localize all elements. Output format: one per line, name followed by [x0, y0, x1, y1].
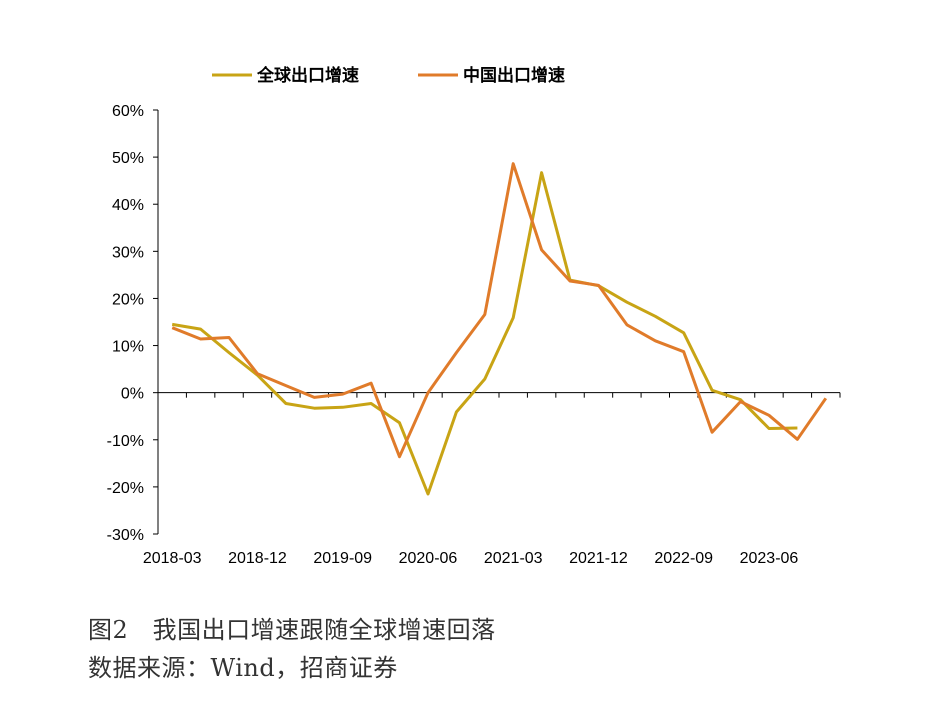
- x-tick-label: 2019-09: [313, 550, 372, 567]
- x-tick-label: 2022-09: [654, 550, 713, 567]
- y-tick-label: 10%: [112, 339, 144, 356]
- x-tick-label: 2020-06: [399, 550, 458, 567]
- legend: 全球出口增速 中国出口增速: [212, 65, 565, 86]
- source-note: 数据来源：Wind，招商证券: [88, 654, 398, 682]
- y-tick-label: -20%: [107, 480, 144, 497]
- x-tick-label: 2018-12: [228, 550, 287, 567]
- x-tick-label: 2021-03: [484, 550, 543, 567]
- series-line-china: [171, 162, 828, 459]
- legend-label-china: 中国出口增速: [463, 65, 565, 86]
- x-tick-label: 2018-03: [143, 550, 202, 567]
- y-tick-label: 20%: [112, 291, 144, 308]
- y-tick-label: 30%: [112, 244, 144, 261]
- legend-label-global: 全球出口增速: [256, 65, 359, 86]
- axes: 60% 50% 40% 30% 20% 10% 0% -10% -20% -30% 2018-03 2…: [107, 103, 841, 567]
- y-tick-label: -30%: [107, 527, 144, 544]
- y-tick-label: 0%: [121, 386, 144, 403]
- figure-caption: 图2 我国出口增速跟随全球增速回落: [88, 616, 496, 644]
- series-lines: [171, 162, 828, 496]
- x-tick-label: 2023-06: [740, 550, 799, 567]
- y-tick-label: 40%: [112, 197, 144, 214]
- y-tick-label: 60%: [112, 103, 144, 120]
- y-tick-label: 50%: [112, 150, 144, 167]
- x-tick-label: 2021-12: [569, 550, 628, 567]
- y-tick-label: -10%: [107, 433, 144, 450]
- series-line-global: [171, 171, 798, 496]
